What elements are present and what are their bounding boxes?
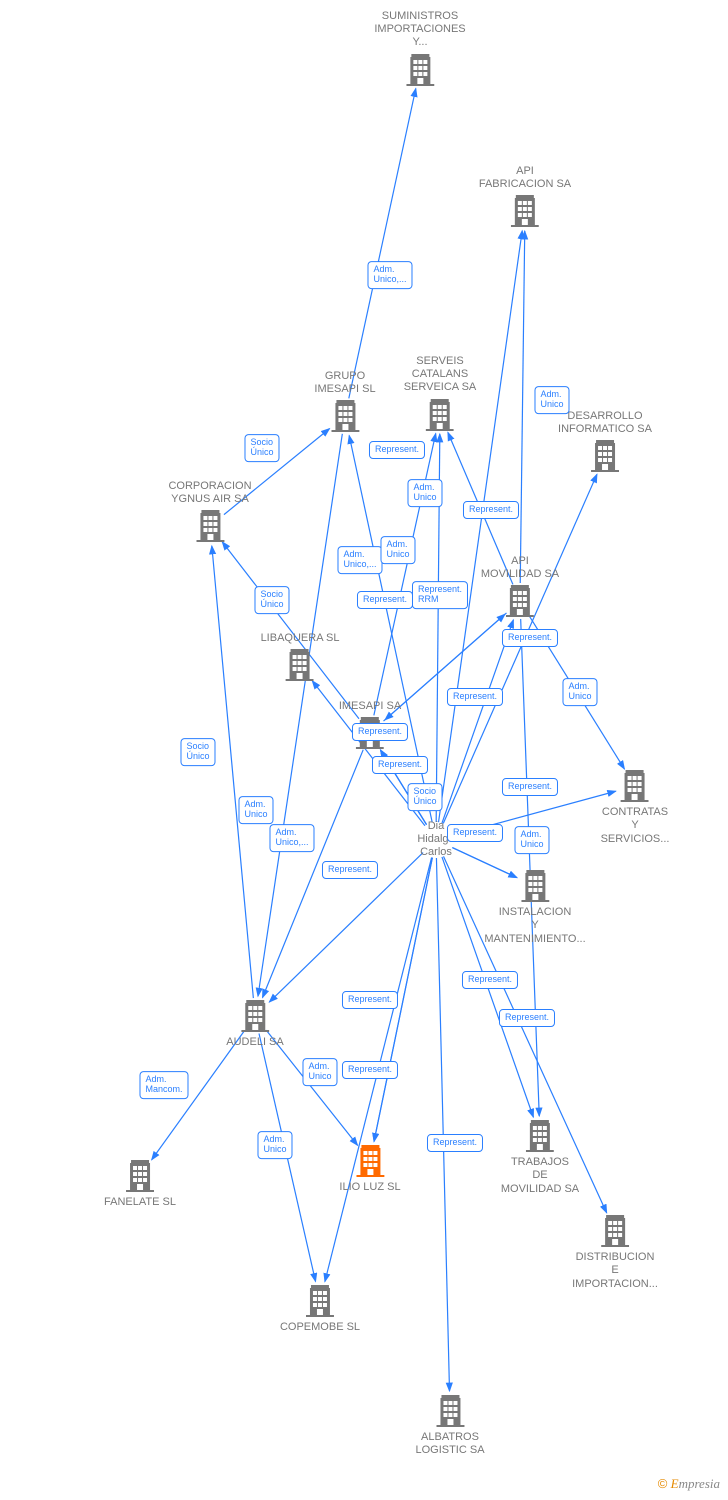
edge-label: Adm.Unico bbox=[380, 536, 415, 564]
edge-label: Represent. bbox=[372, 756, 428, 774]
edge-label: Adm.Unico bbox=[407, 479, 442, 507]
node-fanelate[interactable]: FANELATE SL bbox=[104, 1160, 176, 1213]
edge bbox=[349, 89, 416, 399]
edge-label: Represent. bbox=[357, 591, 413, 609]
node-grupo_imesapi[interactable]: GRUPOIMESAPI SL bbox=[314, 370, 375, 437]
node-api_fab[interactable]: APIFABRICACION SA bbox=[479, 165, 571, 232]
edge-label: SocioÚnico bbox=[254, 586, 289, 614]
building-icon bbox=[196, 510, 224, 546]
edge-label: Represent. bbox=[342, 991, 398, 1009]
edge bbox=[436, 858, 449, 1391]
edge-label: Adm.Unico bbox=[238, 796, 273, 824]
edge bbox=[520, 231, 525, 583]
node-suministros[interactable]: SUMINISTROSIMPORTACIONESY... bbox=[374, 10, 465, 90]
node-desarrollo[interactable]: DESARROLLOINFORMATICO SA bbox=[558, 410, 652, 477]
edge-label: Represent.RRM bbox=[412, 581, 468, 609]
edge-label: Represent. bbox=[502, 778, 558, 796]
edge-label: Adm.Unico bbox=[534, 386, 569, 414]
building-icon bbox=[286, 649, 314, 685]
edge-label: Represent. bbox=[462, 971, 518, 989]
building-icon bbox=[241, 1000, 269, 1036]
node-contratas[interactable]: CONTRATASYSERVICIOS... bbox=[601, 770, 670, 850]
watermark: © © EmpresiaEmpresia bbox=[658, 1476, 720, 1492]
edge-label: Adm.Unico bbox=[302, 1058, 337, 1086]
node-serveis[interactable]: SERVEISCATALANSSERVEICA SA bbox=[404, 355, 477, 435]
edge-label: Represent. bbox=[447, 688, 503, 706]
node-albatros[interactable]: ALBATROSLOGISTIC SA bbox=[415, 1395, 484, 1462]
edge-label: SocioÚnico bbox=[244, 434, 279, 462]
node-distribucion[interactable]: DISTRIBUCIONEIMPORTACION... bbox=[572, 1215, 658, 1295]
edge-label: Represent. bbox=[342, 1061, 398, 1079]
edge-label: Adm.Unico bbox=[562, 678, 597, 706]
building-icon bbox=[331, 400, 359, 436]
node-copemobe[interactable]: COPEMOBE SL bbox=[280, 1285, 360, 1338]
edge-label: SocioÚnico bbox=[407, 783, 442, 811]
edge bbox=[439, 231, 523, 822]
edge-label: Adm.Unico bbox=[257, 1131, 292, 1159]
node-libaquera[interactable]: LIBAQUERA SL bbox=[261, 632, 340, 685]
edge-label: Represent. bbox=[322, 861, 378, 879]
building-icon bbox=[591, 440, 619, 476]
edge-label: SocioÚnico bbox=[180, 738, 215, 766]
edge-label: Represent. bbox=[427, 1134, 483, 1152]
node-api_mov[interactable]: APIMOVILIDAD SA bbox=[481, 555, 559, 622]
node-trabajos[interactable]: TRABAJOSDEMOVILIDAD SA bbox=[501, 1120, 579, 1200]
edge-label: Represent. bbox=[502, 629, 558, 647]
building-icon bbox=[126, 1160, 154, 1196]
building-icon bbox=[426, 399, 454, 435]
edge-label: Adm.Unico,... bbox=[337, 546, 382, 574]
building-icon bbox=[521, 870, 549, 906]
building-icon bbox=[306, 1285, 334, 1321]
building-icon bbox=[506, 585, 534, 621]
edge-label: Adm.Mancom. bbox=[139, 1071, 188, 1099]
node-corporacion[interactable]: CORPORACIONYGNUS AIR SA bbox=[168, 480, 251, 547]
edge-label: Represent. bbox=[499, 1009, 555, 1027]
building-icon bbox=[621, 770, 649, 806]
edge bbox=[374, 434, 436, 716]
building-icon bbox=[511, 195, 539, 231]
building-icon bbox=[526, 1120, 554, 1156]
edge-label: Adm.Unico,... bbox=[367, 261, 412, 289]
edge bbox=[212, 546, 254, 998]
node-ilio_luz[interactable]: ILIO LUZ SL bbox=[339, 1145, 400, 1198]
building-icon bbox=[436, 1395, 464, 1431]
edge-label: Adm.Unico,... bbox=[269, 824, 314, 852]
edge-label: Adm.Unico bbox=[514, 826, 549, 854]
edge bbox=[258, 434, 342, 996]
building-icon bbox=[356, 1145, 384, 1181]
node-instalacion[interactable]: INSTALACIONYMANTENIMIENTO... bbox=[484, 870, 585, 950]
edge-label: Represent. bbox=[352, 723, 408, 741]
edge-label: Represent. bbox=[463, 501, 519, 519]
edge-label: Represent. bbox=[369, 441, 425, 459]
building-icon bbox=[406, 54, 434, 90]
edge-label: Represent. bbox=[447, 824, 503, 842]
edge bbox=[521, 619, 540, 1116]
building-icon bbox=[601, 1215, 629, 1251]
node-audeli[interactable]: AUDELI SA bbox=[226, 1000, 283, 1053]
